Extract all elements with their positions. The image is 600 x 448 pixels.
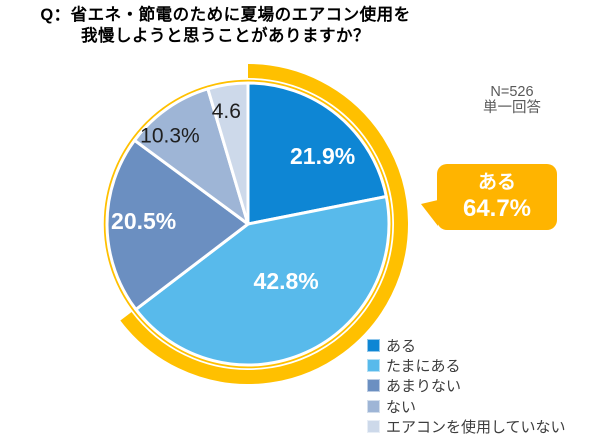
answer-type: 単一回答 bbox=[483, 100, 541, 116]
pie-slice-2 bbox=[134, 195, 391, 367]
slice-value-label: 20.5% bbox=[111, 208, 176, 234]
title-line-2: 我慢しようと思うことがありますか？ bbox=[81, 27, 370, 45]
callout-value: 64.7% bbox=[462, 195, 532, 222]
callout-tail bbox=[421, 200, 438, 226]
legend-label: たまにある bbox=[386, 358, 461, 376]
sample-note: N=526 単一回答 bbox=[462, 84, 562, 116]
title-line-1: Q：省エネ・節電のために夏場のエアコン使用を bbox=[40, 6, 411, 24]
pie-slice-1 bbox=[246, 81, 388, 226]
legend-label: あまりない bbox=[386, 378, 462, 396]
legend-swatch bbox=[367, 338, 380, 352]
pie-slice-3 bbox=[105, 138, 250, 311]
legend-swatch bbox=[367, 420, 380, 434]
page-title: Q：省エネ・節電のために夏場のエアコン使用を 我慢しようと思うことがありますか？ bbox=[18, 5, 433, 47]
pie-slice-5 bbox=[206, 81, 250, 226]
legend-label: エアコンを使用していない bbox=[386, 419, 566, 437]
slice-value-label: 4.6 bbox=[212, 100, 241, 123]
legend-swatch bbox=[367, 359, 380, 373]
legend-item-2: たまにある bbox=[367, 355, 566, 375]
callout-label: ある bbox=[477, 172, 516, 193]
legend-swatch bbox=[367, 399, 380, 413]
legend-item-3: あまりない bbox=[367, 376, 566, 396]
highlight-callout: ある 64.7% bbox=[421, 164, 557, 230]
sample-size: N=526 bbox=[490, 84, 534, 100]
slice-value-label: 42.8% bbox=[254, 268, 319, 294]
highlight-arc bbox=[120, 64, 408, 384]
legend-label: ない bbox=[386, 398, 417, 416]
legend-item-1: ある bbox=[367, 335, 566, 355]
slice-value-label: 10.3% bbox=[140, 125, 200, 148]
legend-item-4: ない bbox=[367, 396, 566, 416]
pie-slice-4 bbox=[133, 87, 250, 226]
slice-value-label: 21.9% bbox=[290, 143, 355, 169]
chart-legend: あるたまにあるあまりないないエアコンを使用していない bbox=[367, 335, 566, 437]
legend-item-5: エアコンを使用していない bbox=[367, 417, 566, 437]
legend-label: ある bbox=[386, 337, 417, 355]
legend-swatch bbox=[367, 379, 380, 393]
